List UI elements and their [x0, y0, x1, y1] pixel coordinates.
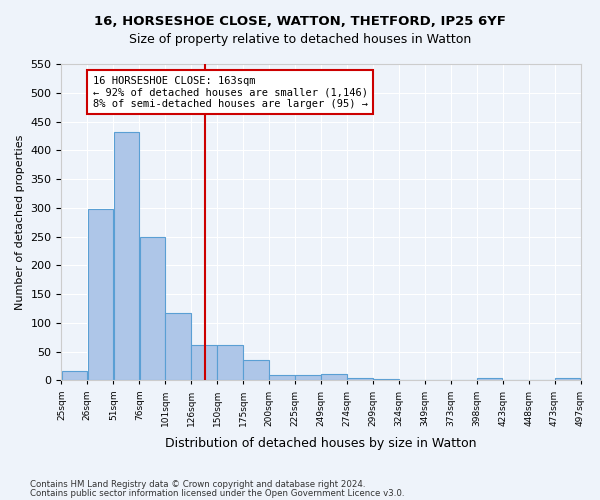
Text: Contains HM Land Registry data © Crown copyright and database right 2024.: Contains HM Land Registry data © Crown c…	[30, 480, 365, 489]
Text: Contains public sector information licensed under the Open Government Licence v3: Contains public sector information licen…	[30, 488, 404, 498]
Bar	[555, 378, 580, 380]
Y-axis label: Number of detached properties: Number of detached properties	[15, 134, 25, 310]
Bar	[295, 376, 320, 380]
Bar	[217, 345, 243, 380]
Bar	[321, 374, 347, 380]
Bar	[166, 312, 191, 380]
Bar	[477, 378, 502, 380]
Text: 16 HORSESHOE CLOSE: 163sqm
← 92% of detached houses are smaller (1,146)
8% of se: 16 HORSESHOE CLOSE: 163sqm ← 92% of deta…	[92, 76, 368, 108]
Bar	[113, 132, 139, 380]
Text: Size of property relative to detached houses in Watton: Size of property relative to detached ho…	[129, 32, 471, 46]
Bar	[191, 345, 217, 380]
Text: 16, HORSESHOE CLOSE, WATTON, THETFORD, IP25 6YF: 16, HORSESHOE CLOSE, WATTON, THETFORD, I…	[94, 15, 506, 28]
Bar	[244, 360, 269, 380]
X-axis label: Distribution of detached houses by size in Watton: Distribution of detached houses by size …	[165, 437, 477, 450]
Bar	[347, 378, 373, 380]
Bar	[88, 209, 113, 380]
Bar	[373, 379, 398, 380]
Bar	[269, 376, 295, 380]
Bar	[140, 236, 165, 380]
Bar	[62, 370, 87, 380]
